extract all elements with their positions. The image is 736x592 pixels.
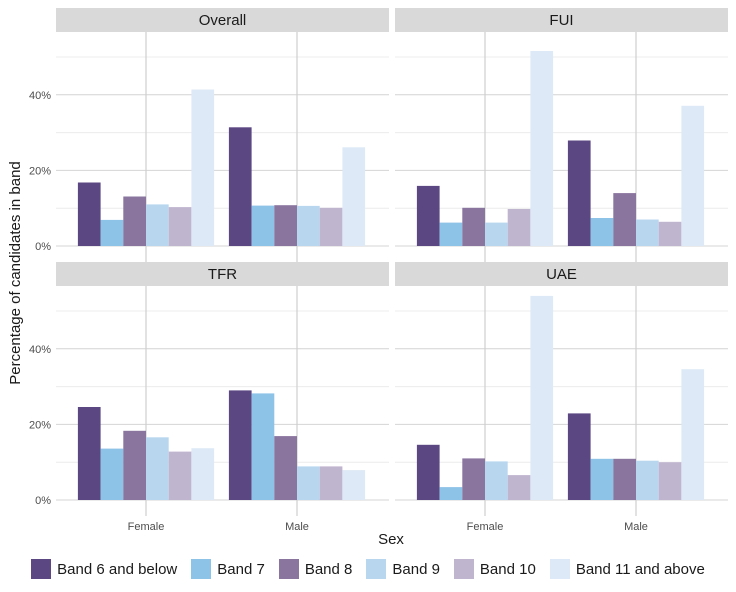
bar-overall-male-band-3 — [297, 205, 320, 246]
bar-tfr-female-band-1 — [100, 448, 124, 500]
legend-swatch — [453, 559, 474, 579]
legend-swatch — [366, 559, 387, 579]
bar-tfr-female-band-0 — [77, 407, 101, 500]
legend-label: Band 6 and below — [57, 560, 178, 578]
legend-item-band-8: Band 8 — [278, 559, 353, 579]
bar-tfr-male-band-3 — [297, 466, 320, 500]
bar-fui-female-band-1 — [439, 222, 463, 246]
bar-overall-female-band-3 — [146, 204, 169, 246]
bar-tfr-female-band-5 — [191, 448, 215, 500]
panel-strip-tfr — [56, 262, 389, 286]
bar-tfr-female-band-2 — [123, 430, 146, 500]
bar-fui-female-band-4 — [507, 209, 531, 246]
bar-uae-female-band-4 — [507, 475, 531, 500]
bar-uae-female-band-0 — [416, 444, 440, 500]
legend-item-band-9: Band 9 — [366, 559, 440, 579]
bar-overall-female-band-2 — [123, 196, 146, 246]
bar-overall-male-band-2 — [274, 205, 297, 246]
bar-uae-male-band-1 — [590, 458, 614, 500]
bar-overall-female-band-5 — [191, 89, 215, 246]
legend-swatch — [31, 559, 52, 579]
y-tick-label: 0% — [35, 241, 51, 253]
legend-item-band-11: Band 11 and above — [549, 559, 705, 579]
bar-uae-female-band-3 — [485, 461, 508, 500]
bar-uae-male-band-3 — [636, 460, 659, 500]
legend-label: Band 9 — [392, 560, 440, 578]
legend-item-band-10: Band 10 — [453, 559, 536, 579]
bar-overall-male-band-1 — [251, 205, 275, 246]
bar-fui-male-band-4 — [658, 221, 682, 246]
panel-strip-uae — [395, 262, 728, 286]
bar-overall-female-band-1 — [100, 219, 124, 246]
bar-fui-male-band-3 — [636, 219, 659, 246]
bar-tfr-female-band-3 — [146, 437, 169, 500]
y-tick-label: 40% — [29, 90, 51, 102]
panel-title-uae: UAE — [546, 266, 577, 283]
legend-label: Band 8 — [304, 560, 353, 578]
y-tick-label: 40% — [29, 344, 51, 356]
bar-overall-female-band-4 — [168, 207, 192, 246]
bar-overall-male-band-0 — [228, 127, 252, 246]
bar-uae-male-band-4 — [658, 462, 682, 500]
bar-uae-female-band-5 — [530, 295, 554, 500]
panel-title-overall: Overall — [199, 12, 247, 29]
bar-tfr-female-band-4 — [168, 451, 192, 500]
legend: Band 6 and below Band 7 Band 8 Band 9 Ba… — [0, 556, 736, 582]
legend-item-band-6: Band 6 and below — [31, 559, 177, 579]
bar-fui-male-band-2 — [613, 193, 636, 246]
panel-title-tfr: TFR — [208, 266, 237, 283]
bar-fui-male-band-1 — [590, 218, 614, 246]
bar-overall-female-band-0 — [77, 182, 101, 246]
x-tick-label: Female — [128, 521, 165, 533]
bar-uae-male-band-2 — [613, 458, 636, 500]
panel-strip-fui — [395, 8, 728, 32]
bar-fui-male-band-0 — [567, 140, 591, 246]
y-tick-label: 0% — [35, 495, 51, 507]
bar-tfr-male-band-5 — [342, 470, 366, 500]
bar-uae-female-band-2 — [462, 458, 485, 500]
bar-fui-female-band-3 — [485, 222, 508, 246]
panel-title-fui: FUI — [549, 12, 573, 29]
bar-fui-male-band-5 — [681, 105, 705, 246]
bar-tfr-male-band-4 — [319, 466, 343, 500]
legend-label: Band 11 and above — [575, 560, 705, 578]
bar-uae-female-band-1 — [439, 487, 463, 500]
x-axis-label: Sex — [378, 531, 404, 548]
bar-fui-female-band-0 — [416, 185, 440, 246]
y-tick-label: 20% — [29, 165, 51, 177]
bar-fui-female-band-5 — [530, 51, 554, 246]
bar-uae-male-band-5 — [681, 369, 705, 500]
bar-tfr-male-band-1 — [251, 393, 275, 500]
legend-label: Band 7 — [217, 560, 265, 578]
bar-overall-male-band-5 — [342, 147, 366, 246]
legend-swatch — [549, 559, 570, 579]
y-tick-label: 20% — [29, 419, 51, 431]
bar-tfr-male-band-0 — [228, 390, 252, 500]
legend-swatch — [191, 559, 212, 579]
x-tick-label: Male — [285, 521, 309, 533]
y-axis-label: Percentage of candidates in band — [7, 161, 24, 385]
legend-label: Band 10 — [479, 560, 536, 578]
x-tick-label: Male — [624, 521, 648, 533]
x-tick-label: Female — [467, 521, 504, 533]
bar-tfr-male-band-2 — [274, 436, 297, 500]
bar-fui-female-band-2 — [462, 207, 485, 246]
panel-strip-overall — [56, 8, 389, 32]
legend-item-band-7: Band 7 — [191, 559, 265, 579]
bar-uae-male-band-0 — [567, 413, 591, 500]
legend-swatch — [278, 559, 299, 579]
bar-overall-male-band-4 — [319, 207, 343, 246]
